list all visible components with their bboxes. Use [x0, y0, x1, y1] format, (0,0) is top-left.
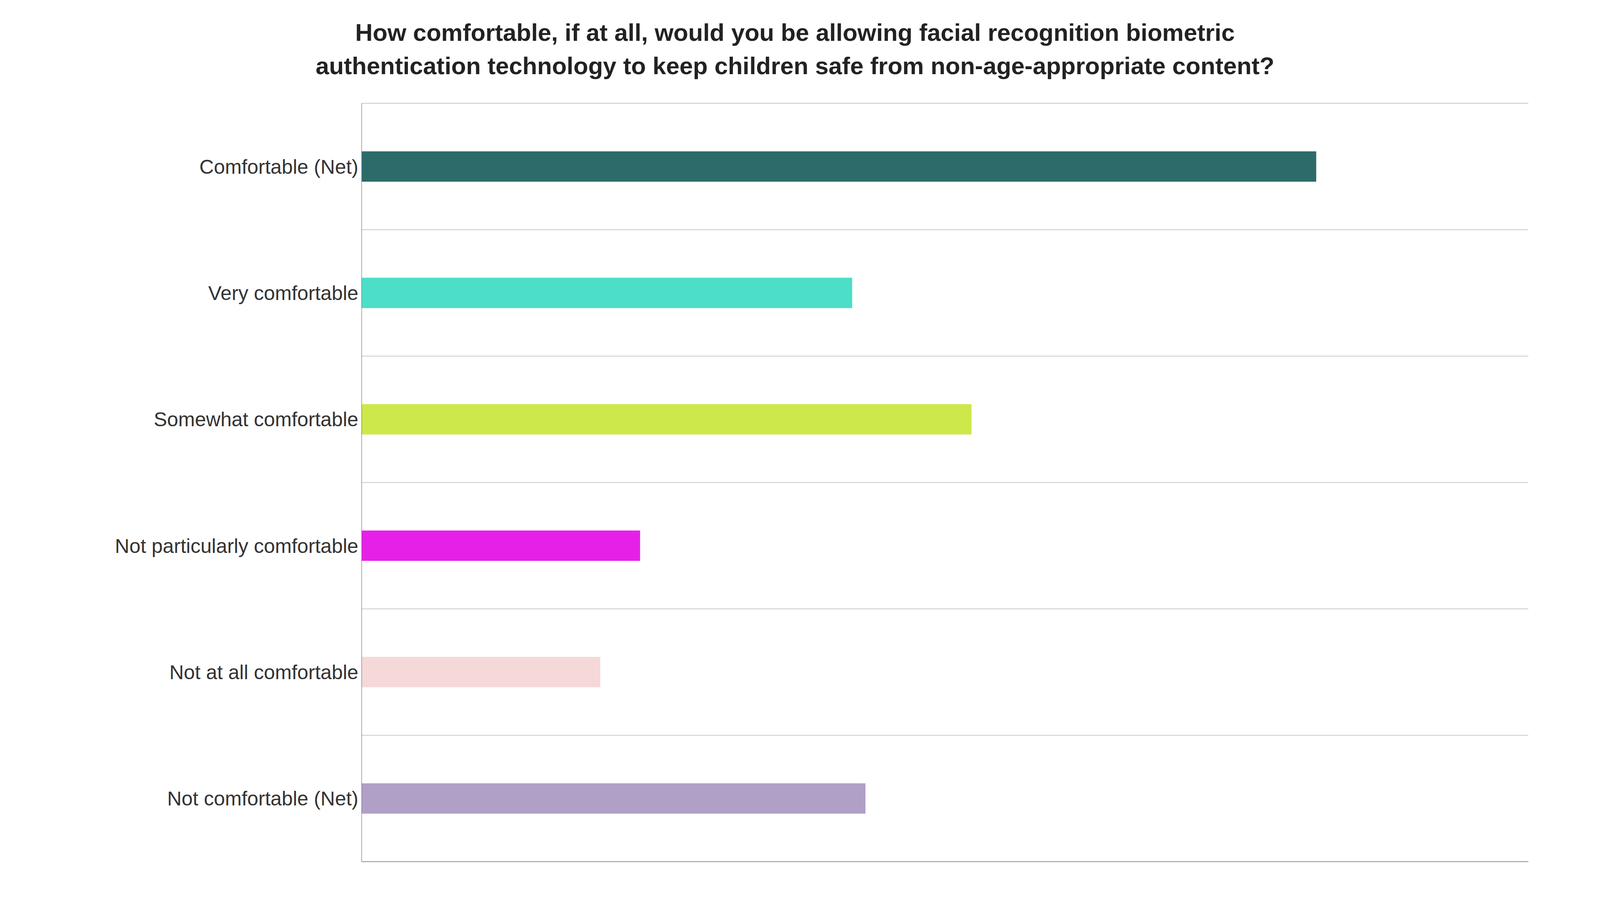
- svg-text:Somewhat comfortable: Somewhat comfortable: [153, 408, 359, 431]
- svg-text:Very comfortable: Very comfortable: [208, 282, 359, 305]
- html-text:authentication technology to k: authentication technology to keep childr…: [315, 52, 1275, 80]
- html-text:How comfortable, if at all, wo: How comfortable, if at all, would you be…: [355, 18, 1235, 46]
- svg-text:Not comfortable (Net): Not comfortable (Net): [167, 787, 359, 810]
- svg-text:Not at all comfortable: Not at all comfortable: [169, 661, 359, 684]
- svg-text:Not particularly comfortable: Not particularly comfortable: [115, 535, 359, 558]
- svg-text:Comfortable (Net): Comfortable (Net): [199, 155, 359, 178]
